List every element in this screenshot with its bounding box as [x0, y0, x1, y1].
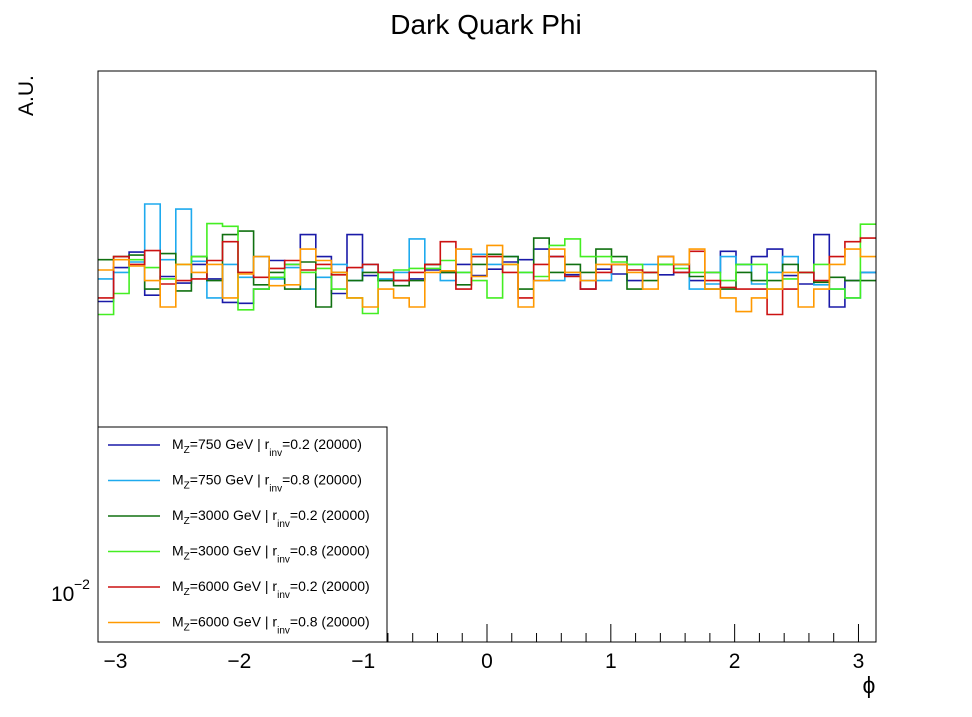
legend-entry: MZ=6000 GeV | rinv=0.2 (20000): [172, 578, 370, 601]
legend-box: [97, 426, 388, 643]
legend-entry: MZ=3000 GeV | rinv=0.8 (20000): [172, 543, 370, 566]
x-tick-label: −2: [227, 650, 251, 673]
histogram-series-6: [98, 244, 876, 313]
legend-entry: MZ=6000 GeV | rinv=0.8 (20000): [172, 614, 370, 637]
legend-entry: MZ=750 GeV | rinv=0.8 (20000): [172, 472, 362, 495]
histogram-series-5: [98, 237, 876, 316]
x-axis-label: ϕ: [863, 672, 876, 698]
y-tick-label-base: 10: [51, 583, 74, 606]
x-tick-label: −1: [351, 650, 375, 673]
legend: MZ=750 GeV | rinv=0.2 (20000) MZ=750 GeV …: [97, 426, 388, 643]
y-axis-label: A.U.: [15, 75, 38, 116]
series-layer: [98, 203, 876, 316]
x-tick-label: 2: [729, 650, 741, 673]
legend-entry: MZ=750 GeV | rinv=0.2 (20000): [172, 436, 362, 459]
x-tick-label: −3: [104, 650, 128, 673]
plot-frame: [97, 70, 877, 643]
x-tick-label: 0: [481, 650, 493, 673]
y-tick-label-exponent: −2: [74, 576, 90, 592]
histogram-series-4: [98, 222, 876, 316]
legend-entry: MZ=3000 GeV | rinv=0.2 (20000): [172, 507, 370, 530]
y-axis-tick-label: 10 −2: [51, 576, 90, 606]
chart-title: Dark Quark Phi: [390, 9, 581, 40]
x-tick-label: 3: [853, 650, 865, 673]
x-tick-label: 1: [605, 650, 617, 673]
